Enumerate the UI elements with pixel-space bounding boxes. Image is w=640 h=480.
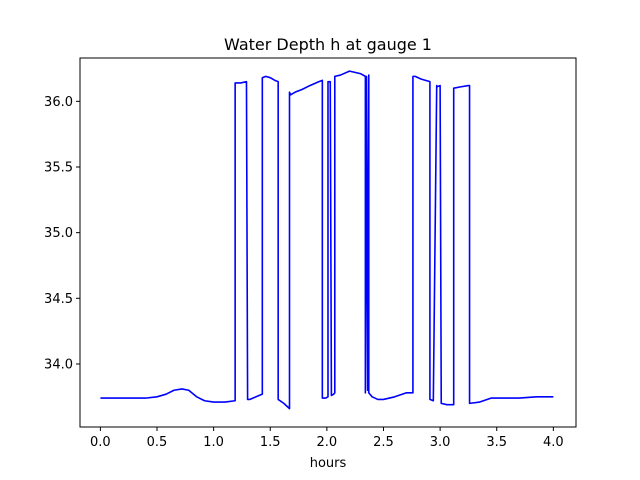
x-axis: 0.0 0.5 1.0 1.5 2.0 2.5 3.0 3.5 4.0 [90,427,564,450]
x-tick-label: 2.0 [317,435,338,450]
series-line-0 [100,70,554,410]
y-tick-label: 34.5 [44,292,73,307]
y-tick-label: 35.0 [44,226,73,241]
x-axis-label: hours [310,456,347,471]
chart-title: Water Depth h at gauge 1 [224,35,432,54]
y-tick-label: 35.5 [44,160,73,175]
x-tick-label: 4.0 [543,435,564,450]
x-tick-label: 0.5 [147,435,168,450]
x-tick-label: 3.0 [430,435,451,450]
x-tick-label: 1.0 [203,435,224,450]
x-tick-label: 3.5 [486,435,507,450]
x-tick-label: 1.5 [260,435,281,450]
x-tick-label: 2.5 [373,435,394,450]
y-axis: 34.0 34.5 35.0 35.5 36.0 [44,95,80,372]
axes-frame [79,57,577,428]
y-tick-label: 36.0 [44,95,73,110]
x-tick-label: 0.0 [90,435,111,450]
plot-area [79,57,577,428]
y-tick-label: 34.0 [44,357,73,372]
